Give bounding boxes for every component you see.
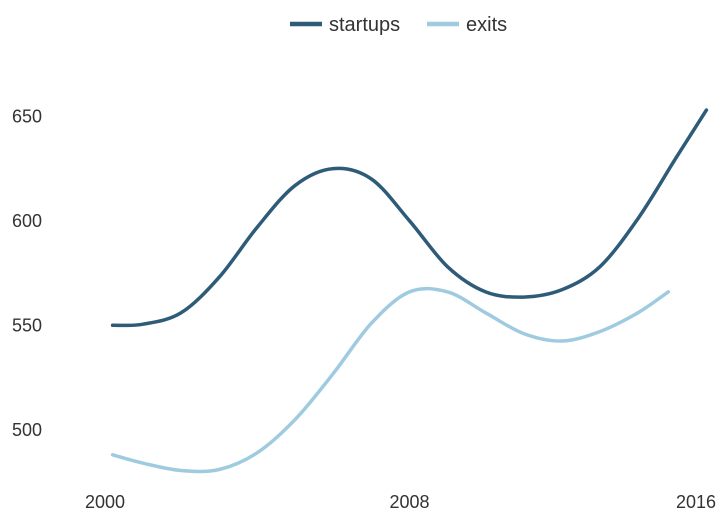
legend-label-startups: startups xyxy=(329,14,400,36)
x-tick-label-2008: 2008 xyxy=(389,492,429,512)
y-tick-label-650: 650 xyxy=(12,106,42,126)
series-line-startups xyxy=(110,108,709,328)
legend-label-exits: exits xyxy=(466,14,507,36)
series-group xyxy=(110,108,709,474)
x-axis: 2000 2008 2016 xyxy=(85,492,716,512)
y-axis: 500 550 600 650 xyxy=(12,106,42,439)
x-tick-label-2016: 2016 xyxy=(676,492,716,512)
x-tick-label-2000: 2000 xyxy=(85,492,125,512)
legend: startups exits xyxy=(290,14,507,36)
y-tick-label-600: 600 xyxy=(12,211,42,231)
series-line-exits xyxy=(110,286,671,474)
y-tick-label-550: 550 xyxy=(12,315,42,335)
y-tick-label-500: 500 xyxy=(12,420,42,440)
